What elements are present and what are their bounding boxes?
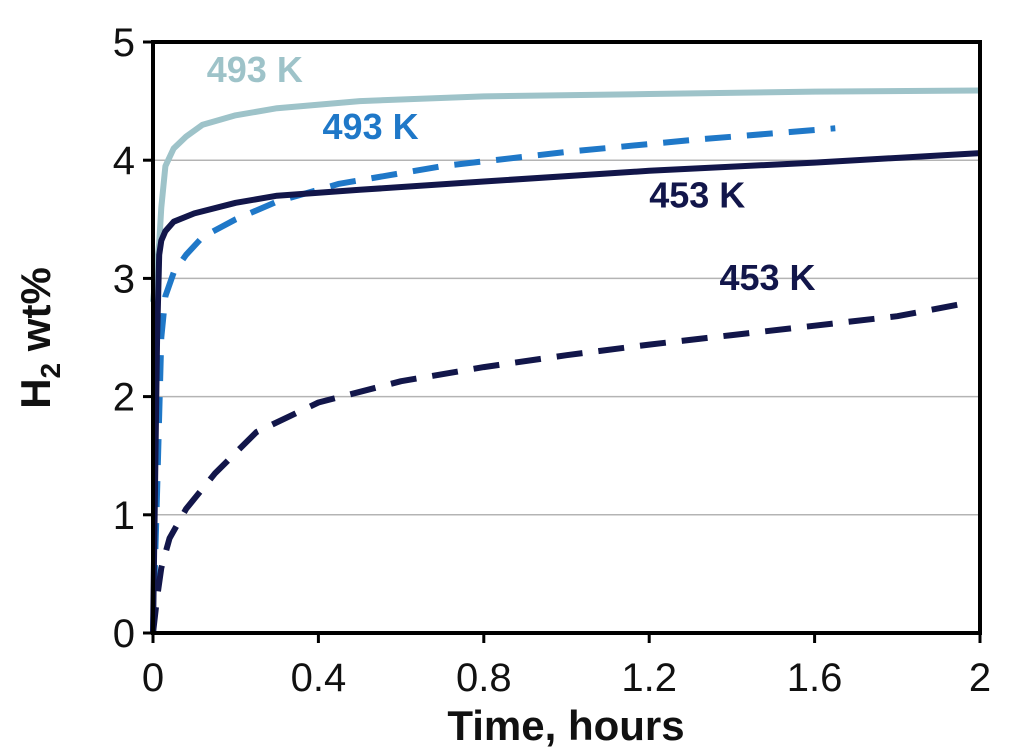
y-tick-label: 3 (113, 257, 135, 301)
x-axis-ticks: 0 0.4 0.8 1.2 1.6 2 (142, 633, 991, 700)
plot-area-frame (151, 40, 982, 635)
y-tick-label: 5 (113, 21, 135, 65)
y-axis-ticks: 0 1 2 3 4 5 (113, 21, 153, 656)
series-line-2 (150, 125, 836, 634)
x-tick-label: 2 (969, 656, 991, 700)
series-line-1 (150, 87, 981, 303)
y-axis-title: H2 wt% (12, 267, 66, 409)
series-label-1: 493 K (207, 49, 303, 90)
x-axis-title: Time, hours (447, 702, 684, 749)
y-tick-label: 0 (113, 612, 135, 656)
x-tick-label: 1.2 (621, 656, 677, 700)
y-tick-label: 1 (113, 494, 135, 538)
x-tick-label: 0 (142, 656, 164, 700)
y-axis-title-main: H (12, 378, 59, 408)
grid-lines (153, 159, 980, 516)
y-axis-title-subscript: 2 (35, 363, 66, 379)
y-tick-label: 2 (113, 376, 135, 420)
y-tick-label: 4 (113, 139, 135, 183)
series-line-3 (150, 150, 981, 634)
series-label-3: 453 K (649, 174, 745, 215)
series-label-2: 493 K (323, 106, 419, 147)
x-tick-label: 1.6 (787, 656, 843, 700)
y-axis-title-rest: wt% (12, 267, 59, 363)
x-tick-label: 0.8 (456, 656, 512, 700)
series-annotations: 493 K 493 K 453 K 453 K (207, 49, 816, 298)
x-tick-label: 0.4 (291, 656, 347, 700)
series-lines (150, 87, 981, 634)
series-label-4: 453 K (719, 257, 815, 298)
series-line-4 (150, 301, 960, 634)
